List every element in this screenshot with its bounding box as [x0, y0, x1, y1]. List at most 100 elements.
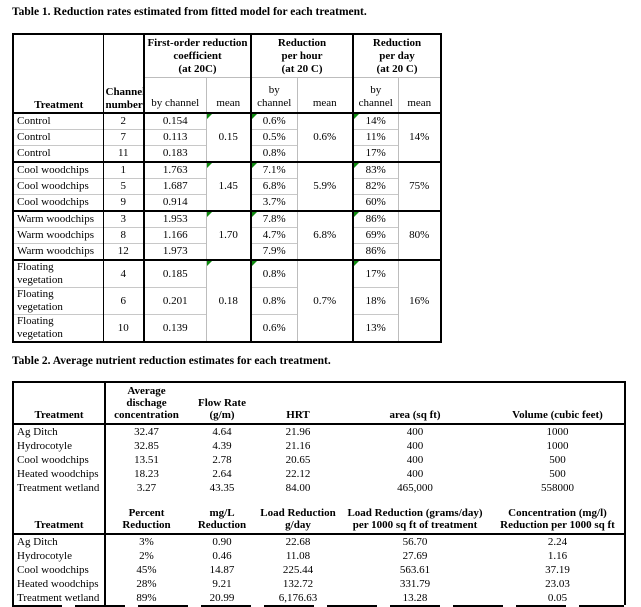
- load-reduction-cell: 225.44: [282, 563, 314, 576]
- channel-cell: 3: [103, 210, 145, 228]
- day-by-channel-cell: 82%: [353, 178, 399, 195]
- coef-by-channel-cell: 0.914: [144, 194, 207, 211]
- coef-by-channel-cell: 0.185: [144, 259, 207, 288]
- load-reduction-cell: 22.68: [285, 535, 311, 548]
- percent-reduction-cell: 28%: [136, 577, 157, 590]
- area-cell: 400: [406, 453, 424, 466]
- table-row: Warm woodchips 12 1.973 7.9% 86%: [13, 243, 441, 260]
- mgl-reduction-cell: 0.46: [212, 549, 232, 562]
- table-row: Control 11 0.183 0.8% 17%: [13, 145, 441, 162]
- hour-by-channel-cell: 7.8%: [251, 210, 298, 228]
- hour-by-channel-cell: 4.7%: [251, 227, 298, 244]
- load-reduction-cell: 11.08: [285, 549, 311, 562]
- hour-mean-cell: 5.9%: [297, 161, 355, 211]
- treatment-cell: Cool woodchips: [13, 453, 106, 467]
- hour-by-channel-cell: 3.7%: [251, 194, 298, 211]
- mgl-reduction-cell: 0.90: [212, 535, 232, 548]
- t2-header-treatment: Treatment: [13, 382, 106, 425]
- concentration-cell: 18.23: [134, 467, 159, 480]
- table1-caption: Table 1. Reduction rates estimated from …: [12, 6, 367, 18]
- treatment-cell: Warm woodchips: [13, 210, 104, 228]
- coef-by-channel-cell: 1.687: [144, 178, 207, 195]
- hour-by-channel-cell: 0.8%: [251, 287, 298, 315]
- treatment-cell: Control: [13, 112, 104, 130]
- coef-mean-cell: 1.45: [206, 161, 253, 211]
- treatment-cell: Treatment wetland: [13, 591, 106, 605]
- hrt-cell: 84.00: [285, 481, 311, 494]
- channel-cell: 10: [103, 314, 145, 342]
- concentration-cell: 13.51: [134, 453, 159, 466]
- treatment-cell: Floating vegetation: [13, 314, 104, 342]
- flow-rate-cell: 4.64: [212, 425, 232, 438]
- area-cell: 400: [406, 439, 424, 452]
- excel-error-triangle-icon: [354, 163, 360, 168]
- area-cell: 400: [406, 425, 424, 438]
- reduction-rates-table: Treatment Channel number First-order red…: [12, 33, 443, 343]
- table-row: Cool woodchips 1 1.763 1.45 7.1% 5.9% 83…: [13, 161, 442, 211]
- hour-by-channel-cell: 0.6%: [251, 112, 298, 130]
- excel-error-triangle-icon: [206, 164, 212, 168]
- mgl-reduction-cell: 20.99: [209, 591, 235, 604]
- flow-rate-cell: 43.35: [209, 481, 235, 494]
- hour-mean-cell: 0.7%: [297, 259, 355, 342]
- table-row: Warm woodchips 3 1.953 1.70 7.8% 6.8% 86…: [13, 210, 442, 260]
- t1-header-channel-number: Channel number: [103, 34, 145, 114]
- channel-cell: 11: [103, 145, 145, 162]
- treatment-cell: Heated woodchips: [13, 577, 106, 591]
- channel-cell: 2: [103, 112, 145, 130]
- treatment-cell: Floating vegetation: [13, 287, 104, 315]
- day-mean-cell: 80%: [398, 210, 442, 260]
- day-by-channel-cell: 60%: [353, 194, 399, 211]
- mgl-reduction-cell: 14.87: [209, 563, 235, 576]
- channel-cell: 7: [103, 129, 145, 146]
- treatment-cell: Hydrocotyle: [13, 549, 106, 563]
- day-by-channel-cell: 83%: [353, 161, 399, 179]
- t2-header-flow-rate: Flow Rate (g/m): [187, 382, 257, 425]
- conc-per-1000-cell: 23.03: [545, 577, 570, 590]
- concentration-cell: 32.47: [134, 425, 159, 438]
- table1-subheader-row: by channel mean by channel mean by chann…: [13, 77, 442, 114]
- load-per-1000-cell: 13.28: [402, 591, 428, 604]
- coef-by-channel-cell: 1.973: [144, 243, 207, 260]
- percent-reduction-cell: 3%: [139, 535, 154, 548]
- t1-subheader-coef-mean: mean: [206, 77, 253, 114]
- t2-header-load-reduction: Load Reduction g/day: [257, 495, 339, 535]
- channel-cell: 5: [103, 178, 145, 195]
- channel-cell: 12: [103, 243, 145, 260]
- day-by-channel-cell: 14%: [353, 112, 399, 130]
- coef-by-channel-cell: 1.953: [144, 210, 207, 228]
- mgl-reduction-cell: 9.21: [212, 577, 232, 590]
- table-row: Cool woodchips 45% 14.87 225.44 563.61 3…: [13, 563, 625, 577]
- table-row: Floating vegetation 6 0.201 0.8% 18%: [13, 287, 441, 315]
- load-reduction-cell: 132.72: [282, 577, 314, 590]
- load-reduction-cell: 6,176.63: [278, 591, 318, 604]
- t1-group-header-coefficient: First-order reduction coefficient (at 20…: [144, 34, 253, 78]
- coef-mean-cell: 0.15: [206, 112, 253, 162]
- volume-cell: 500: [549, 467, 566, 480]
- t1-subheader-hour-by-channel: by channel: [251, 77, 298, 114]
- treatment-cell: Cool woodchips: [13, 161, 104, 179]
- excel-error-triangle-icon: [354, 212, 360, 217]
- excel-error-triangle-icon: [252, 212, 258, 217]
- coef-by-channel-cell: 0.183: [144, 145, 207, 162]
- table-row: Heated woodchips 28% 9.21 132.72 331.79 …: [13, 577, 625, 591]
- t2-header-concentration: Average dischage concentration: [105, 382, 187, 425]
- treatment-cell: Control: [13, 145, 104, 162]
- excel-error-triangle-icon: [206, 213, 212, 217]
- day-by-channel-cell: 17%: [353, 259, 399, 288]
- t2-header-treatment-2: Treatment: [13, 495, 106, 535]
- area-cell: 465,000: [397, 481, 433, 494]
- conc-per-1000-cell: 0.05: [547, 591, 568, 604]
- day-by-channel-cell: 18%: [353, 287, 399, 315]
- treatment-cell: Cool woodchips: [13, 178, 104, 195]
- t2-header-mgl-reduction: mg/L Reduction: [187, 495, 257, 535]
- t1-subheader-day-mean: mean: [398, 77, 442, 114]
- t2-header-percent-reduction: Percent Reduction: [105, 495, 187, 535]
- treatment-cell: Heated woodchips: [13, 467, 106, 481]
- concentration-cell: 3.27: [136, 481, 157, 494]
- day-mean-cell: 75%: [398, 161, 442, 211]
- t2-header-conc-per-1000: Concentration (mg/l) Reduction per 1000 …: [491, 495, 625, 535]
- area-cell: 400: [406, 467, 424, 480]
- coef-by-channel-cell: 0.113: [144, 129, 207, 146]
- flow-rate-cell: 2.64: [212, 467, 232, 480]
